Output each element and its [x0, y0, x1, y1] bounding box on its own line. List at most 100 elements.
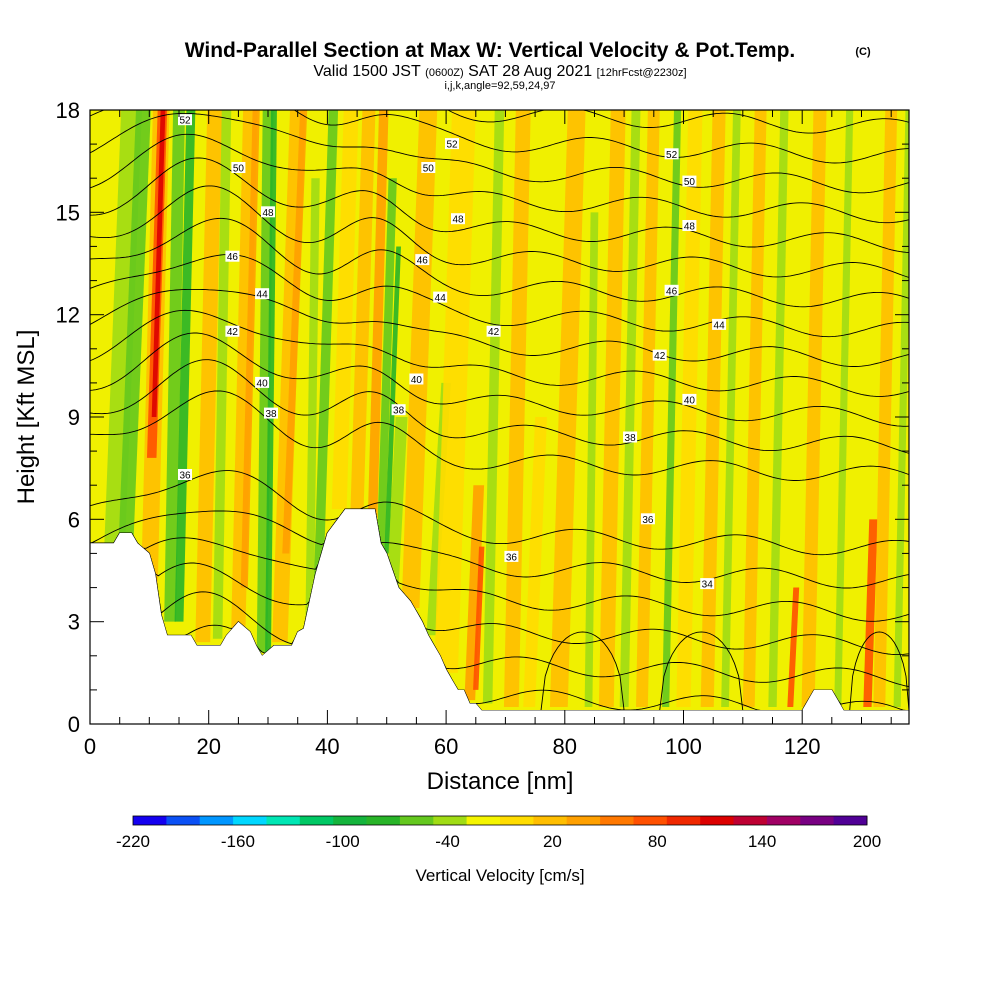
theta-contour-label: 36 — [178, 469, 192, 482]
velocity-band — [801, 110, 827, 707]
theta-contour-line — [90, 217, 909, 308]
colorbar-swatch — [733, 816, 768, 825]
theta-label-text: 38 — [625, 433, 637, 444]
theta-contour-label: 48 — [682, 220, 697, 233]
theta-label-text: 44 — [714, 320, 726, 331]
theta-contours — [90, 110, 909, 711]
colorbar-swatch — [199, 816, 234, 825]
velocity-band — [893, 110, 909, 707]
velocity-band — [282, 110, 308, 554]
theta-label-bg — [391, 404, 406, 416]
theta-contour-label: 36 — [504, 550, 519, 563]
theta-label-bg — [712, 318, 727, 330]
velocity-band — [401, 110, 438, 609]
theta-label-bg — [504, 550, 519, 562]
theta-contour-line — [90, 112, 909, 194]
velocity-band — [676, 110, 703, 707]
velocity-band — [240, 110, 260, 588]
theta-label-bg — [664, 284, 679, 296]
theta-label-text: 48 — [452, 215, 464, 226]
theta-contour-line — [90, 133, 909, 224]
theta-contour-label: 36 — [640, 513, 655, 526]
theta-label-text: 42 — [654, 351, 666, 362]
velocity-band — [212, 110, 232, 639]
terrain-mask — [90, 509, 909, 724]
y-tick-label: 0 — [68, 712, 80, 737]
theta-label-bg — [264, 407, 278, 419]
y-tick-label: 3 — [68, 610, 80, 635]
colorbar-swatch — [366, 816, 401, 825]
theta-contour-label: 48 — [451, 213, 465, 226]
velocity-band — [721, 110, 741, 707]
colorbar-tick-label: -160 — [221, 832, 255, 851]
colorbar-tick-label: -220 — [116, 832, 150, 851]
x-tick-label: 80 — [553, 734, 577, 759]
theta-label-text: 36 — [642, 515, 654, 526]
theta-label-bg — [255, 376, 270, 388]
theta-label-bg — [445, 138, 459, 150]
colorbar-tick-label: 80 — [648, 832, 667, 851]
theta-label-text: 34 — [702, 580, 714, 591]
theta-label-bg — [682, 220, 697, 231]
theta-contour-line — [90, 390, 909, 481]
theta-contour-line — [90, 508, 909, 622]
theta-contour-label: 48 — [261, 206, 275, 219]
colorbar-swatch — [466, 816, 501, 825]
forecast-info: [12hrFcst@2230z] — [597, 67, 687, 79]
theta-label-bg — [623, 431, 638, 443]
theta-label-bg — [231, 162, 246, 173]
theta-contour-label: 50 — [231, 162, 246, 175]
theta-contour-label: 46 — [415, 254, 430, 267]
theta-label-text: 38 — [265, 409, 277, 420]
theta-label-bg — [682, 175, 697, 187]
x-tick-label: 60 — [434, 734, 458, 759]
valid-time-line: Valid 1500 JST (0600Z) SAT 28 Aug 2021 [… — [313, 63, 686, 80]
colorbar-frame — [132, 815, 868, 826]
theta-contour-line — [90, 157, 909, 253]
colorbar-swatch — [766, 816, 801, 825]
theta-label-bg — [415, 254, 430, 266]
colorbar-swatch — [666, 816, 701, 825]
theta-contour-line — [90, 508, 909, 656]
theta-label-bg — [640, 513, 655, 525]
theta-label-text: 50 — [233, 164, 245, 175]
colorbar-swatch — [299, 816, 334, 825]
velocity-band — [549, 110, 586, 707]
valid-time: Valid 1500 JST — [313, 63, 421, 80]
velocity-band — [523, 417, 547, 707]
x-axis-title: Distance [nm] — [427, 768, 574, 795]
plot-area — [90, 110, 909, 724]
theta-label-bg — [421, 162, 436, 173]
valid-zulu: (0600Z) — [425, 67, 464, 79]
theta-label-bg — [178, 114, 192, 126]
theta-label-text: 52 — [179, 116, 191, 127]
theta-contour-line — [659, 631, 744, 711]
x-tick-label: 100 — [665, 734, 702, 759]
velocity-band — [473, 546, 485, 690]
colorbar-swatch — [533, 816, 568, 825]
theta-label-text: 52 — [446, 140, 458, 151]
theta-label-text: 46 — [227, 252, 239, 263]
velocity-band — [376, 178, 397, 554]
velocity-band — [662, 110, 682, 707]
theta-label-text: 40 — [257, 378, 269, 389]
colorbar-swatch — [433, 816, 468, 825]
theta-label-bg — [486, 325, 501, 337]
theta-label-bg — [261, 206, 275, 218]
theta-label-text: 44 — [257, 290, 269, 301]
theta-label-text: 48 — [684, 222, 696, 233]
colorbar-swatch — [233, 816, 267, 825]
colorbar: -220 -160 -100 -40 20 80 140 200 — [116, 815, 881, 851]
chart-title-tag: (C) — [855, 46, 871, 58]
theta-contour-label: 46 — [225, 250, 240, 263]
theta-contour-label: 42 — [225, 325, 240, 338]
theta-contour-label: 44 — [712, 318, 727, 331]
theta-contour-label: 44 — [433, 291, 448, 304]
theta-contour-line — [90, 508, 909, 688]
theta-label-text: 36 — [506, 552, 518, 563]
chart-title: Wind-Parallel Section at Max W: Vertical… — [185, 39, 796, 62]
x-tick-label: 0 — [84, 734, 96, 759]
velocity-band — [195, 110, 223, 643]
theta-label-text: 46 — [666, 286, 678, 297]
